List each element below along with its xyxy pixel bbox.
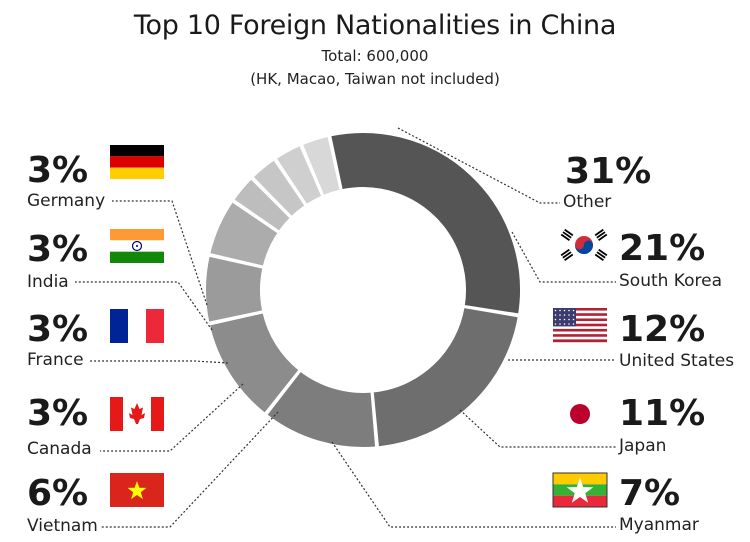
country-label-germany: Germany bbox=[27, 191, 105, 211]
japan-flag-icon bbox=[568, 401, 602, 431]
chart-title: Top 10 Foreign Nationalities in China bbox=[133, 10, 617, 41]
pct-label-other: 31% bbox=[565, 151, 651, 192]
pct-label-south-korea: 21% bbox=[619, 228, 705, 269]
leader-line-vietnam bbox=[100, 411, 279, 528]
country-label-japan: Japan bbox=[618, 436, 666, 456]
canada-flag-icon bbox=[110, 397, 164, 431]
slice-other bbox=[329, 131, 522, 316]
slice-south-korea bbox=[371, 305, 520, 449]
slice-japan bbox=[207, 311, 302, 416]
chart-subtitle-note: (HK, Macao, Taiwan not included) bbox=[250, 70, 500, 88]
country-label-canada: Canada bbox=[27, 439, 92, 459]
vietnam-flag-icon bbox=[110, 473, 164, 507]
pct-label-myanmar: 7% bbox=[619, 473, 680, 514]
chart-subtitle-total: Total: 600,000 bbox=[321, 47, 429, 65]
leader-line-canada bbox=[100, 383, 244, 452]
germany-flag-icon bbox=[110, 145, 164, 179]
slice-myanmar bbox=[204, 254, 265, 324]
pct-label-france: 3% bbox=[27, 309, 88, 350]
usa-flag-icon bbox=[553, 308, 607, 343]
country-label-myanmar: Myanmar bbox=[619, 515, 699, 535]
slice-france bbox=[251, 158, 307, 219]
leader-line-myanmar bbox=[331, 441, 616, 528]
pct-label-germany: 3% bbox=[27, 150, 88, 191]
france-flag-icon bbox=[110, 309, 164, 343]
pct-label-india: 3% bbox=[27, 229, 88, 270]
slice-canada bbox=[231, 176, 293, 234]
slice-vietnam bbox=[207, 199, 280, 268]
country-label-france: France bbox=[27, 350, 84, 370]
country-label-south-korea: South Korea bbox=[619, 271, 722, 291]
south-korea-flag-icon bbox=[560, 228, 608, 262]
slice-united-states bbox=[264, 369, 378, 449]
pct-label-canada: 3% bbox=[27, 393, 88, 434]
pct-label-vietnam: 6% bbox=[27, 473, 88, 514]
country-label-india: India bbox=[27, 272, 69, 292]
country-label-vietnam: Vietnam bbox=[27, 516, 98, 536]
slice-india bbox=[274, 143, 324, 207]
leader-line-germany bbox=[112, 200, 208, 306]
pct-label-japan: 11% bbox=[619, 393, 705, 434]
leader-line-south-korea bbox=[511, 231, 616, 283]
slice-germany bbox=[300, 134, 342, 198]
leader-line-france bbox=[90, 360, 229, 364]
country-label-other: Other bbox=[563, 192, 611, 212]
country-label-united-states: United States bbox=[619, 351, 734, 371]
leader-line-other bbox=[397, 127, 560, 204]
myanmar-flag-icon bbox=[552, 472, 608, 508]
pct-label-united-states: 12% bbox=[619, 309, 705, 350]
india-flag-icon bbox=[110, 229, 164, 263]
